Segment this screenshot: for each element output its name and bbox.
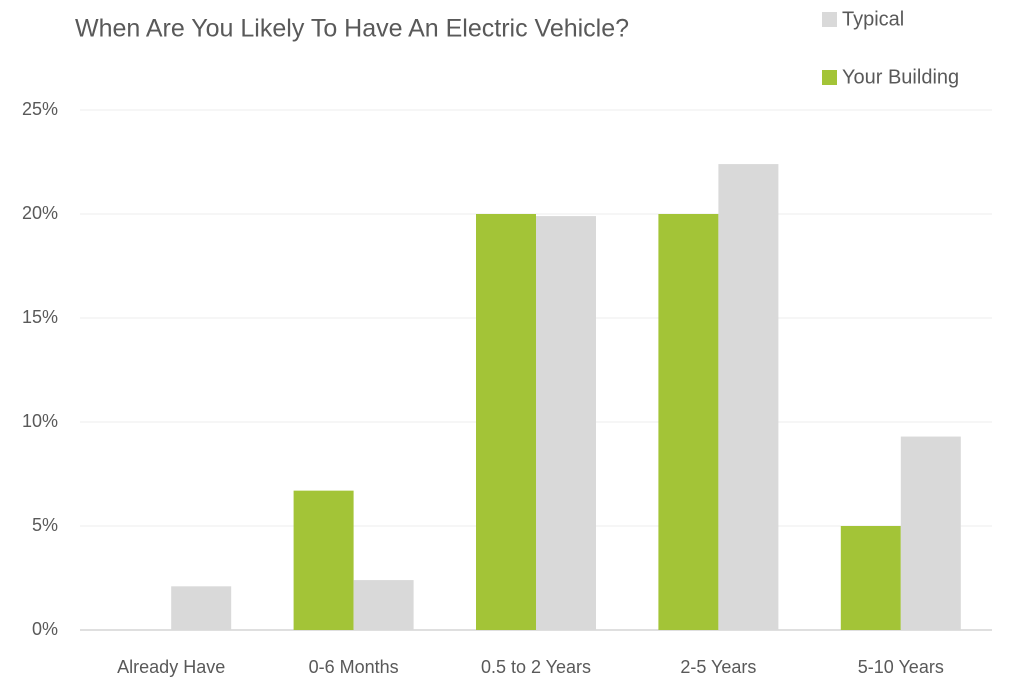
- legend-label: Your Building: [842, 66, 959, 88]
- bar: [840, 526, 901, 630]
- bar: [293, 490, 354, 630]
- bar: [900, 436, 961, 630]
- y-tick-label: 15%: [22, 307, 58, 327]
- y-tick-label: 5%: [32, 515, 58, 535]
- legend-label: Typical: [842, 8, 904, 30]
- bar: [353, 580, 414, 630]
- bar: [718, 164, 779, 630]
- bar: [171, 586, 232, 630]
- y-tick-label: 10%: [22, 411, 58, 431]
- x-tick-label: Already Have: [117, 657, 225, 677]
- legend-swatch: [822, 70, 837, 85]
- x-tick-label: 0-6 Months: [309, 657, 399, 677]
- x-tick-label: 0.5 to 2 Years: [481, 657, 591, 677]
- bar: [536, 216, 596, 630]
- y-tick-label: 25%: [22, 99, 58, 119]
- x-tick-label: 2-5 Years: [680, 657, 756, 677]
- y-tick-label: 0%: [32, 619, 58, 639]
- x-tick-label: 5-10 Years: [858, 657, 944, 677]
- legend-swatch: [822, 12, 837, 27]
- bar: [658, 214, 719, 630]
- y-tick-label: 20%: [22, 203, 58, 223]
- chart-title: When Are You Likely To Have An Electric …: [75, 15, 629, 43]
- bar: [476, 214, 536, 630]
